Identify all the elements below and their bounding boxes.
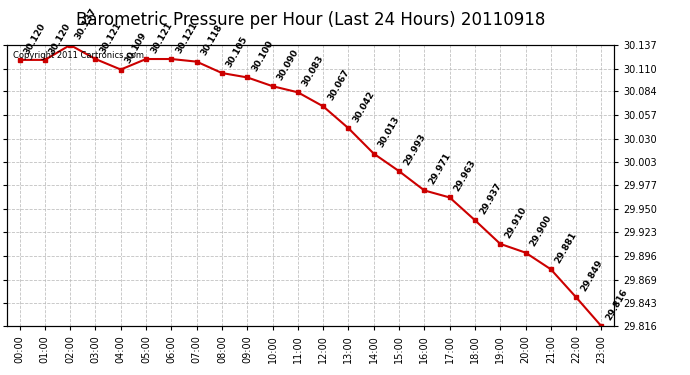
- Text: Barometric Pressure per Hour (Last 24 Hours) 20110918: Barometric Pressure per Hour (Last 24 Ho…: [76, 11, 545, 29]
- Text: 30.120: 30.120: [48, 21, 72, 56]
- Text: 30.100: 30.100: [250, 39, 275, 73]
- Text: 30.120: 30.120: [22, 21, 48, 56]
- Text: 29.937: 29.937: [477, 181, 503, 216]
- Text: 30.083: 30.083: [301, 54, 326, 88]
- Text: 30.109: 30.109: [124, 31, 148, 65]
- Text: 30.121: 30.121: [98, 21, 124, 55]
- Text: 30.121: 30.121: [174, 21, 199, 55]
- Text: 29.993: 29.993: [402, 132, 427, 167]
- Text: 29.971: 29.971: [427, 152, 453, 186]
- Text: 29.900: 29.900: [529, 214, 553, 249]
- Text: 30.067: 30.067: [326, 68, 351, 102]
- Text: 30.013: 30.013: [377, 115, 402, 150]
- Text: 30.042: 30.042: [351, 90, 376, 124]
- Text: 29.881: 29.881: [553, 231, 579, 265]
- Text: 30.137: 30.137: [73, 6, 98, 41]
- Text: 29.910: 29.910: [503, 205, 529, 240]
- Text: 29.849: 29.849: [579, 258, 604, 293]
- Text: 29.816: 29.816: [604, 288, 629, 322]
- Text: 30.090: 30.090: [275, 48, 300, 82]
- Text: 30.118: 30.118: [199, 23, 224, 57]
- Text: Copyright 2011 Cartronics.com: Copyright 2011 Cartronics.com: [13, 51, 144, 60]
- Text: 30.121: 30.121: [149, 21, 174, 55]
- Text: 30.105: 30.105: [225, 34, 250, 69]
- Text: 29.963: 29.963: [453, 159, 477, 193]
